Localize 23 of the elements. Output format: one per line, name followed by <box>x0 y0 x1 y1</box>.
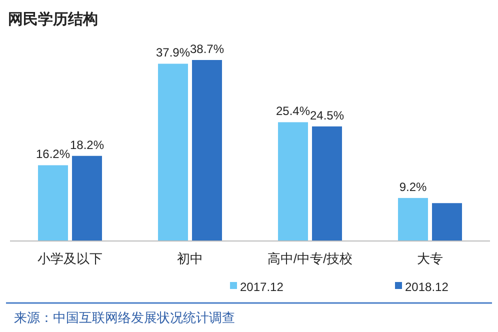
x-tick-label: 初中 <box>177 251 203 266</box>
x-tick-label: 小学及以下 <box>38 251 102 266</box>
data-label: 16.2% <box>36 147 70 162</box>
bar <box>398 198 428 241</box>
legend-label: 2017.12 <box>240 280 284 294</box>
data-label: 38.7% <box>190 42 224 56</box>
data-label: 25.4% <box>276 104 310 118</box>
bar <box>72 156 102 241</box>
data-label: 24.5% <box>310 108 344 122</box>
chart-title: 网民学历结构 <box>8 11 98 28</box>
x-tick-label: 高中/中专/技校 <box>267 251 353 266</box>
data-label: 37.9% <box>156 46 190 60</box>
legend-label: 2018.12 <box>405 280 449 294</box>
data-label: 9.2% <box>399 180 427 194</box>
bar <box>432 203 462 241</box>
x-tick-label: 大专 <box>417 251 443 266</box>
data-label: 18.2% <box>70 138 104 152</box>
bar <box>38 165 68 241</box>
bar <box>312 126 342 241</box>
source-note: 来源：中国互联网络发展状况统计调查 <box>14 310 235 325</box>
bar <box>192 60 222 241</box>
bar <box>278 122 308 241</box>
bar <box>158 64 188 241</box>
